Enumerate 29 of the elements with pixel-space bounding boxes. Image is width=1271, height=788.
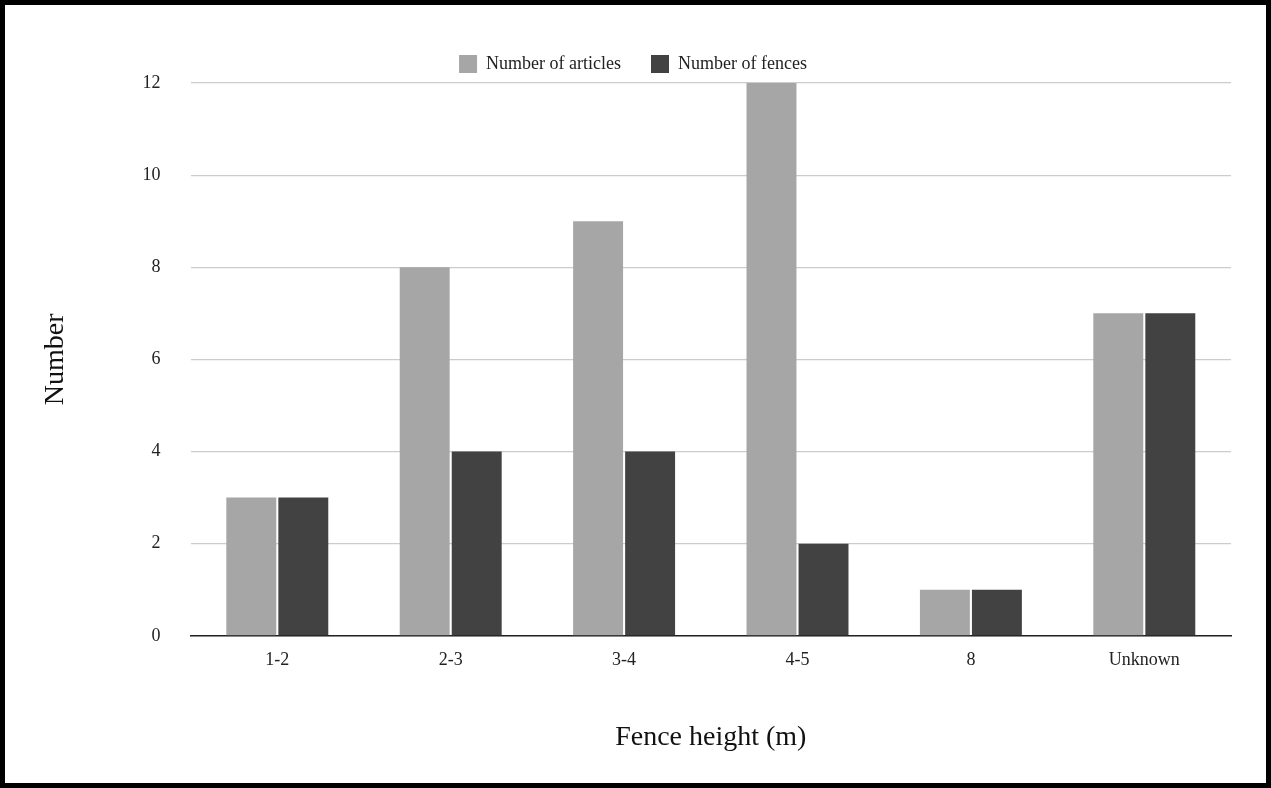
y-tick-label: 10 xyxy=(142,163,161,184)
bar xyxy=(451,451,502,636)
bar xyxy=(573,221,624,636)
bar xyxy=(919,589,970,636)
x-tick-label: Unknown xyxy=(1108,649,1180,670)
y-tick-label: 6 xyxy=(151,348,161,369)
bar xyxy=(399,267,450,636)
bar xyxy=(226,497,277,636)
legend-label: Number of fences xyxy=(678,52,807,73)
y-tick-label: 2 xyxy=(151,532,161,553)
y-tick-label: 0 xyxy=(151,624,161,645)
bar xyxy=(1093,313,1144,636)
bar xyxy=(625,451,676,636)
x-tick-label: 1-2 xyxy=(265,649,290,670)
bar xyxy=(1145,313,1196,636)
bar xyxy=(971,589,1022,636)
bar xyxy=(746,83,797,636)
x-tick-label: 2-3 xyxy=(438,649,463,670)
x-tick-label: 8 xyxy=(966,649,976,670)
x-tick-label: 3-4 xyxy=(612,649,637,670)
legend-label: Number of articles xyxy=(486,52,622,73)
y-tick-label: 8 xyxy=(151,256,161,276)
x-axis-title: Fence height (m) xyxy=(615,719,807,751)
y-tick-label: 4 xyxy=(151,440,161,461)
bar xyxy=(798,543,849,636)
x-tick-label: 4-5 xyxy=(785,649,810,670)
bar xyxy=(278,497,329,636)
y-tick-label: 12 xyxy=(142,71,161,92)
y-axis-title: Number xyxy=(38,312,70,406)
